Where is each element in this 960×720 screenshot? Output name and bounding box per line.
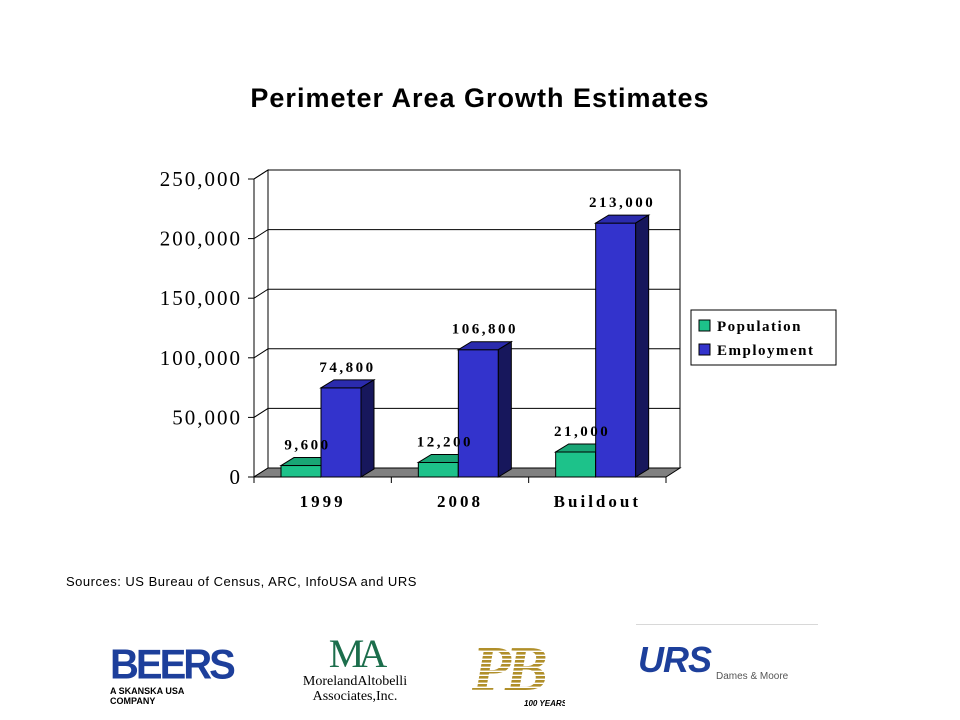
y-tick-label: 100,000 bbox=[160, 346, 242, 370]
pb-logo-mark: PB bbox=[471, 633, 546, 704]
beers-logo: BEERS A SKANSKA USA COMPANY bbox=[110, 641, 236, 706]
chart-legend: Population Employment bbox=[690, 309, 837, 366]
gridline bbox=[253, 288, 680, 299]
chart-gridlines bbox=[253, 169, 680, 418]
bar-chart: 0 50,000 100,000 150,000 200,000 250,000 1999… bbox=[160, 167, 837, 511]
y-tick-label: 150,000 bbox=[160, 286, 242, 310]
moreland-logo-line1: MorelandAltobelli bbox=[302, 674, 408, 689]
x-axis: 1999 2008 Buildout bbox=[253, 476, 667, 511]
urs-logo-sub: Dames & Moore bbox=[716, 671, 789, 682]
data-labels: 9,600 74,800 12,200 106,800 21,000 213,000 bbox=[284, 195, 655, 454]
bar-population-front bbox=[280, 465, 322, 478]
chart-bars bbox=[279, 214, 651, 478]
y-tick-label: 0 bbox=[230, 465, 243, 489]
chart-title: Perimeter Area Growth Estimates bbox=[250, 83, 710, 113]
bar-employment-side bbox=[497, 340, 512, 478]
bar-employment-front bbox=[457, 349, 499, 478]
gridline bbox=[253, 348, 680, 359]
gridline bbox=[253, 229, 680, 240]
legend-box bbox=[690, 309, 837, 366]
bar-population-front bbox=[555, 451, 597, 478]
x-tick-label: 1999 bbox=[300, 492, 346, 511]
bar-employment-side bbox=[360, 378, 375, 478]
x-tick-label: Buildout bbox=[554, 492, 641, 511]
pb-logo-graphic: PB 100 YEARS bbox=[471, 633, 568, 708]
y-tick-label: 200,000 bbox=[160, 227, 242, 251]
bar-employment-front bbox=[320, 387, 362, 478]
pb-logo: PB 100 YEARS bbox=[470, 632, 568, 712]
moreland-logo-mark: MA bbox=[328, 631, 387, 676]
legend-label-employment: Employment bbox=[717, 343, 815, 359]
y-tick-label: 250,000 bbox=[160, 167, 242, 191]
bar-employment-side bbox=[635, 214, 650, 478]
urs-logo-name: URS bbox=[638, 639, 712, 680]
chart-side-wall bbox=[253, 169, 269, 478]
data-label: 213,000 bbox=[589, 195, 655, 211]
moreland-logo-line2: Associates,Inc. bbox=[312, 689, 398, 704]
x-tick-label: 2008 bbox=[437, 492, 483, 511]
urs-logo: URS Dames & Moore bbox=[636, 624, 818, 695]
data-label: 21,000 bbox=[554, 424, 610, 440]
gridline bbox=[253, 407, 680, 418]
pb-logo-sub: 100 YEARS bbox=[524, 699, 565, 708]
bar-population-front bbox=[417, 461, 459, 478]
legend-swatch-employment bbox=[698, 343, 711, 356]
data-label: 106,800 bbox=[452, 322, 518, 338]
data-label: 12,200 bbox=[417, 434, 473, 450]
legend-swatch-population bbox=[698, 319, 711, 332]
gridline bbox=[253, 169, 680, 180]
sources-note: Sources: US Bureau of Census, ARC, InfoU… bbox=[66, 574, 417, 589]
data-label: 9,600 bbox=[284, 438, 330, 454]
legend-label-population: Population bbox=[717, 319, 802, 335]
data-label: 74,800 bbox=[319, 360, 375, 376]
y-axis: 0 50,000 100,000 150,000 200,000 250,000 bbox=[160, 167, 255, 489]
moreland-altobelli-logo: MA MorelandAltobelli Associates,Inc. bbox=[285, 634, 425, 714]
y-tick-label: 50,000 bbox=[172, 405, 242, 429]
beers-logo-name: BEERS bbox=[110, 641, 236, 689]
beers-logo-tagline: A SKANSKA USA COMPANY bbox=[110, 686, 185, 706]
